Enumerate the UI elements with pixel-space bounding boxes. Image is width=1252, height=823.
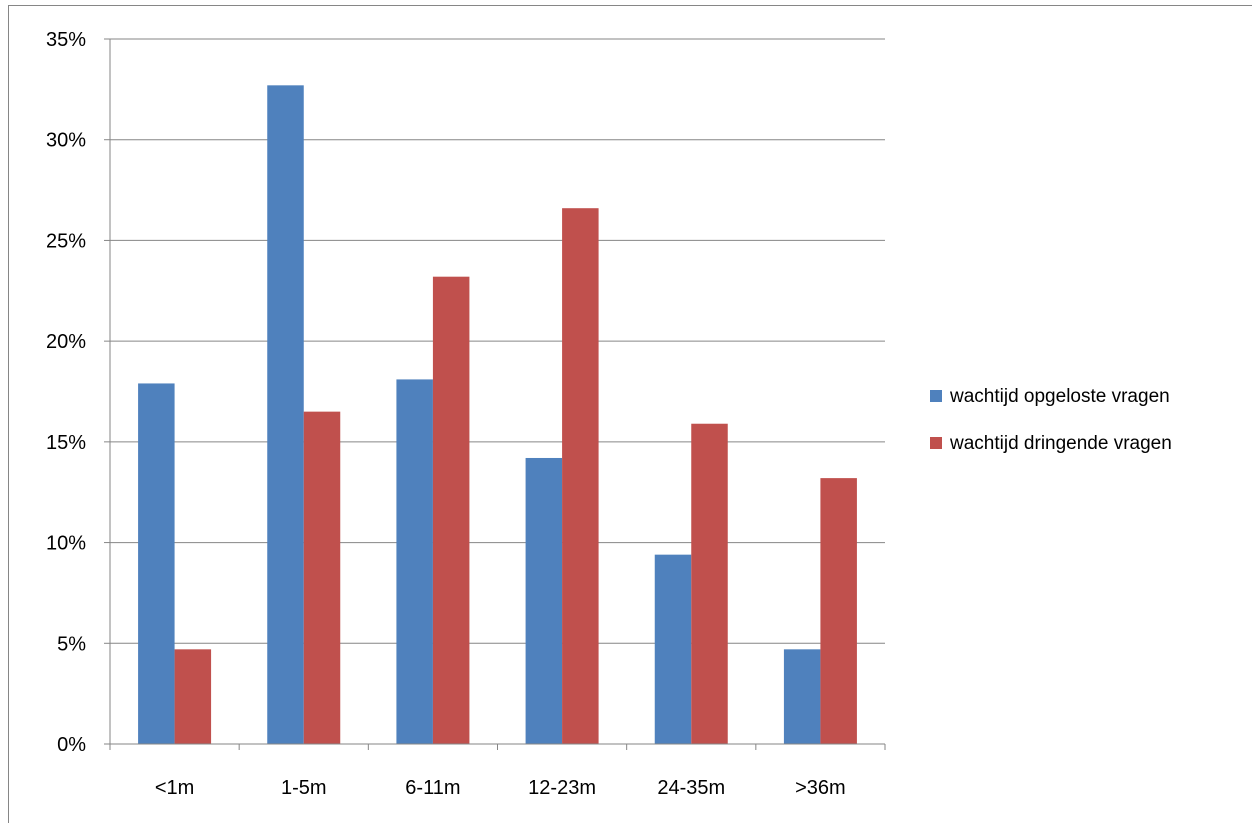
bar-dringende-5 bbox=[820, 478, 857, 744]
y-tick-label: 30% bbox=[46, 130, 86, 152]
bar-opgeloste-4 bbox=[654, 554, 692, 744]
x-tick-label: 12-23m bbox=[528, 777, 596, 799]
bar-dringende-1 bbox=[303, 411, 341, 744]
legend-label: wachtijd opgeloste vragen bbox=[949, 386, 1170, 407]
x-tick-label: 1-5m bbox=[281, 777, 327, 799]
bar-opgeloste-3 bbox=[525, 457, 563, 744]
y-tick-label: 25% bbox=[46, 230, 86, 252]
axes: 0% 5% 10% 15% 20% 25% 30% 35% <1m 1-5m 6-11m 12-23m… bbox=[46, 29, 886, 799]
legend-swatch bbox=[930, 390, 942, 402]
x-tick-label: >36m bbox=[795, 777, 846, 799]
bars bbox=[138, 85, 857, 745]
chart-frame bbox=[8, 5, 1252, 823]
bar-dringende-0 bbox=[174, 649, 212, 744]
bar-dringende-4 bbox=[691, 423, 728, 744]
legend: wachtijd opgeloste vragen wachtijd dringe… bbox=[930, 386, 1172, 454]
bar-opgeloste-1 bbox=[267, 85, 304, 745]
y-tick-label: 20% bbox=[46, 331, 86, 353]
y-tick-label: 35% bbox=[46, 29, 86, 51]
x-tick-label: 6-11m bbox=[405, 777, 460, 799]
y-tick-label: 10% bbox=[46, 533, 86, 555]
x-tick-label: 24-35m bbox=[657, 777, 725, 799]
x-tick-label: <1m bbox=[155, 777, 194, 799]
bar-opgeloste-2 bbox=[396, 379, 433, 744]
y-tick-label: 5% bbox=[57, 633, 86, 655]
legend-swatch bbox=[930, 437, 942, 449]
bar-dringende-2 bbox=[432, 276, 470, 744]
y-tick-label: 0% bbox=[57, 734, 86, 756]
bar-opgeloste-5 bbox=[783, 649, 821, 744]
legend-label: wachtijd dringende vragen bbox=[949, 433, 1172, 454]
gridlines bbox=[110, 38, 885, 644]
y-tick-label: 15% bbox=[46, 432, 86, 454]
bar-opgeloste-0 bbox=[138, 383, 175, 744]
bar-dringende-3 bbox=[562, 208, 599, 744]
